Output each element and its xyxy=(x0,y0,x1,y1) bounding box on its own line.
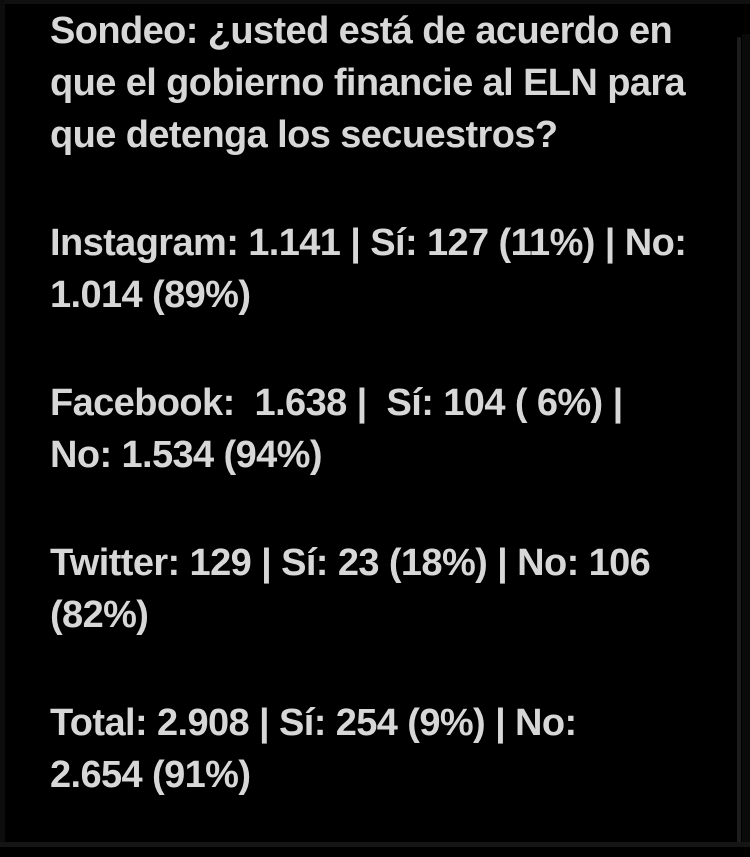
screen-left-edge xyxy=(0,0,5,847)
screen-top-edge xyxy=(0,0,750,4)
poll-result-instagram: Instagram: 1.141 | Sí: 127 (11%) | No: 1… xyxy=(50,222,687,316)
screen-right-edge xyxy=(742,34,750,847)
poll-question-title: Sondeo: ¿usted está de acuerdo en que el… xyxy=(50,10,686,156)
poll-result-twitter: Twitter: 129 | Sí: 23 (18%) | No: 106 (8… xyxy=(50,542,651,636)
poll-result-facebook: Facebook: 1.638 | Sí: 104 ( 6%) | No: 1.… xyxy=(50,382,623,476)
poll-result-total: Total: 2.908 | Sí: 254 (9%) | No: 2.654 … xyxy=(50,702,577,796)
screen-bottom-edge xyxy=(0,842,750,847)
poll-post-text: Sondeo: ¿usted está de acuerdo en que el… xyxy=(50,5,702,857)
next-card-edge-line xyxy=(737,37,741,847)
